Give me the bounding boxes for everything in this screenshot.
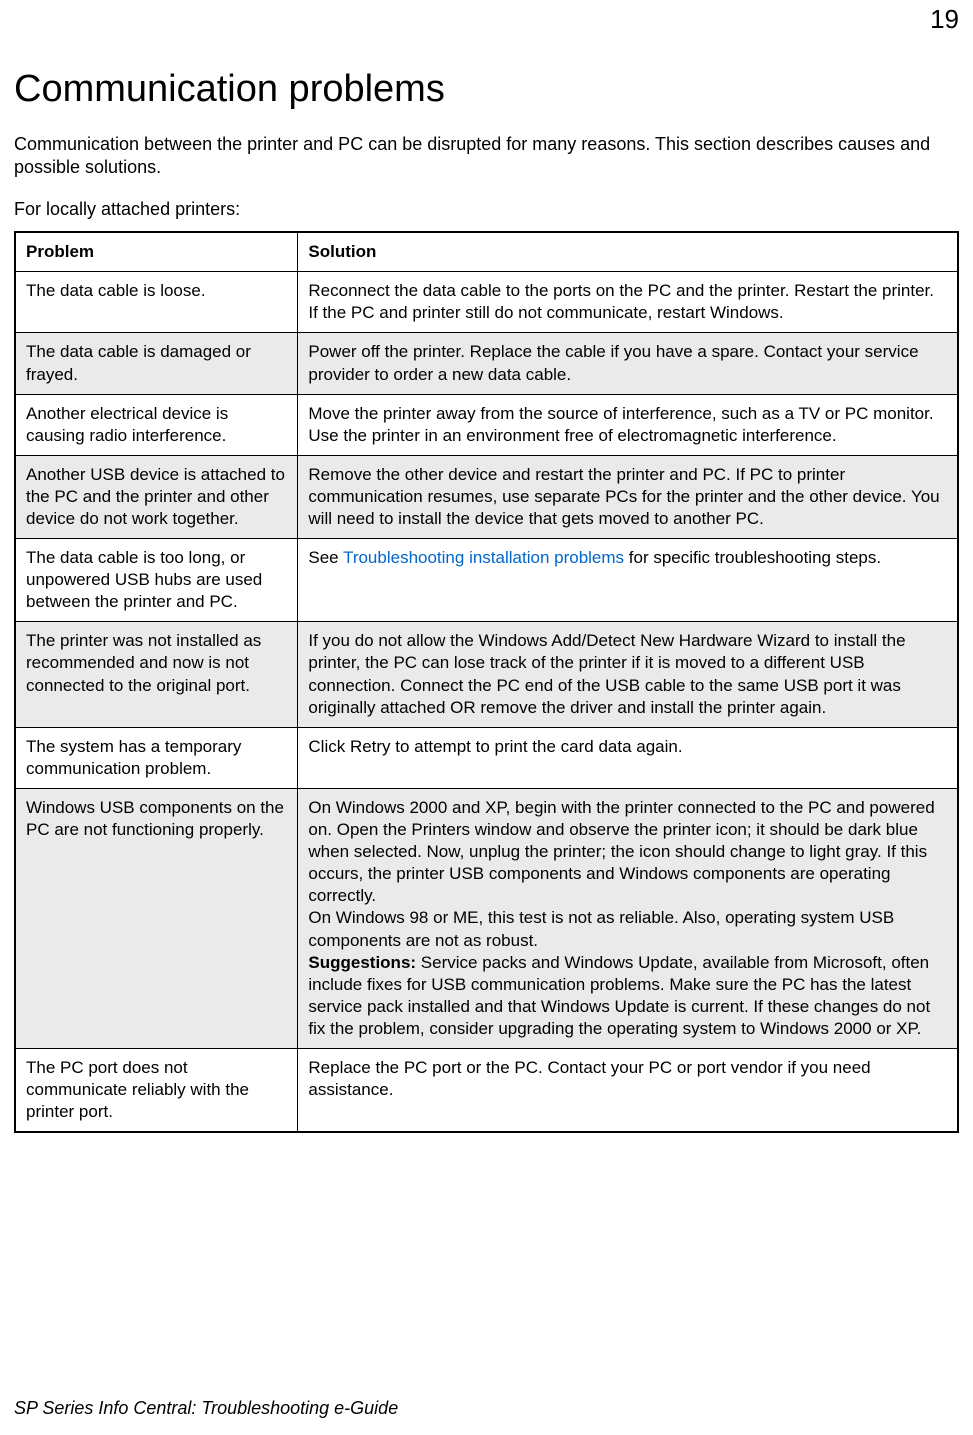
problem-cell: The PC port does not communicate reliabl… xyxy=(15,1048,298,1132)
problems-table: Problem Solution The data cable is loose… xyxy=(14,231,959,1133)
solution-cell: Reconnect the data cable to the ports on… xyxy=(298,272,958,333)
table-row: The data cable is damaged or frayed. Pow… xyxy=(15,333,958,394)
table-row: Windows USB components on the PC are not… xyxy=(15,788,958,1048)
table-row: The printer was not installed as recomme… xyxy=(15,622,958,727)
solution-cell: If you do not allow the Windows Add/Dete… xyxy=(298,622,958,727)
problem-cell: The data cable is damaged or frayed. xyxy=(15,333,298,394)
problem-cell: Another electrical device is causing rad… xyxy=(15,394,298,455)
solution-text-post: for specific troubleshooting steps. xyxy=(624,548,881,567)
solution-cell: On Windows 2000 and XP, begin with the p… xyxy=(298,788,958,1048)
table-row: The system has a temporary communication… xyxy=(15,727,958,788)
solution-cell: Remove the other device and restart the … xyxy=(298,455,958,538)
page-heading: Communication problems xyxy=(14,68,959,111)
table-row: The data cable is too long, or unpowered… xyxy=(15,539,958,622)
solution-text-pre: See xyxy=(308,548,343,567)
table-row: The data cable is loose. Reconnect the d… xyxy=(15,272,958,333)
problem-cell: Windows USB components on the PC are not… xyxy=(15,788,298,1048)
problem-cell: Another USB device is attached to the PC… xyxy=(15,455,298,538)
solution-suggestions-label: Suggestions: xyxy=(308,953,416,972)
col-header-solution: Solution xyxy=(298,232,958,272)
table-row: Another USB device is attached to the PC… xyxy=(15,455,958,538)
problem-cell: The printer was not installed as recomme… xyxy=(15,622,298,727)
intro-paragraph: Communication between the printer and PC… xyxy=(14,133,959,180)
solution-p1: On Windows 2000 and XP, begin with the p… xyxy=(308,798,934,905)
table-header-row: Problem Solution xyxy=(15,232,958,272)
solution-cell: Click Retry to attempt to print the card… xyxy=(298,727,958,788)
footer-text: SP Series Info Central: Troubleshooting … xyxy=(14,1398,398,1419)
problem-cell: The data cable is too long, or unpowered… xyxy=(15,539,298,622)
problem-cell: The data cable is loose. xyxy=(15,272,298,333)
col-header-problem: Problem xyxy=(15,232,298,272)
problem-cell: The system has a temporary communication… xyxy=(15,727,298,788)
solution-cell: Move the printer away from the source of… xyxy=(298,394,958,455)
solution-cell: Replace the PC port or the PC. Contact y… xyxy=(298,1048,958,1132)
page-container: 19 Communication problems Communication … xyxy=(0,0,973,1435)
troubleshooting-link[interactable]: Troubleshooting installation problems xyxy=(343,548,624,567)
table-row: The PC port does not communicate reliabl… xyxy=(15,1048,958,1132)
table-row: Another electrical device is causing rad… xyxy=(15,394,958,455)
solution-cell: See Troubleshooting installation problem… xyxy=(298,539,958,622)
solution-cell: Power off the printer. Replace the cable… xyxy=(298,333,958,394)
page-number: 19 xyxy=(930,4,959,35)
solution-p2: On Windows 98 or ME, this test is not as… xyxy=(308,908,894,949)
subintro-paragraph: For locally attached printers: xyxy=(14,198,959,221)
